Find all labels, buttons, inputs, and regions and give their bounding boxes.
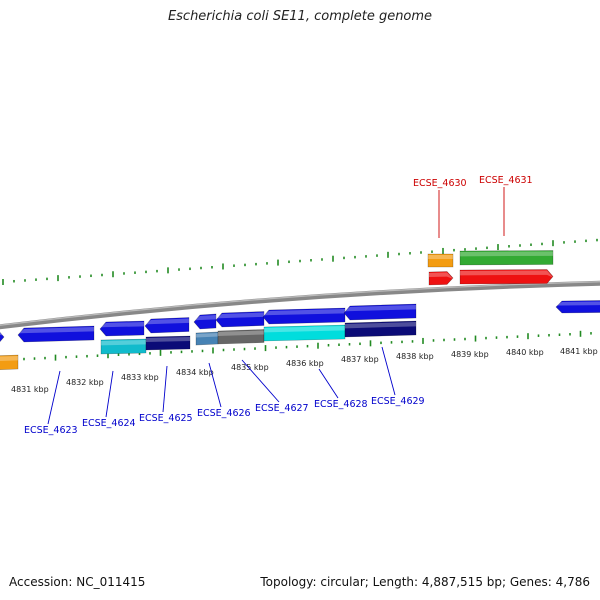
gene-arrow[interactable]	[0, 354, 19, 370]
gene-arrow[interactable]	[100, 338, 147, 355]
leader-line	[47, 370, 61, 425]
gene-highlight	[344, 305, 416, 312]
map-title: Escherichia coli SE11, complete genome	[167, 9, 433, 24]
gene-arrow[interactable]	[343, 303, 417, 321]
kbp-label: 4833 kbp	[121, 373, 159, 382]
gene-highlight	[18, 327, 94, 334]
gene-arrow[interactable]	[459, 269, 554, 285]
gene-highlight	[101, 340, 146, 346]
inner-tick-track	[2, 330, 592, 363]
kbp-label: 4835 kbp	[231, 363, 269, 372]
gene-arrow[interactable]	[262, 307, 346, 325]
gene-arrow[interactable]	[263, 324, 346, 342]
gene-arrow[interactable]	[555, 300, 600, 314]
kbp-label: 4839 kbp	[451, 350, 489, 359]
kbp-label: 4836 kbp	[286, 359, 324, 368]
kbp-label: 4831 kbp	[11, 385, 49, 394]
leader-line	[105, 370, 114, 418]
gene-arrow[interactable]	[459, 250, 554, 266]
gene-highlight	[0, 356, 18, 361]
gene-label[interactable]: ECSE_4624	[82, 418, 136, 429]
gene-label[interactable]: ECSE_4625	[139, 413, 193, 424]
genome-summary-text: Topology: circular; Length: 4,887,515 bp…	[260, 575, 590, 589]
leader-line	[318, 368, 339, 399]
gene-label[interactable]: ECSE_4626	[197, 408, 251, 419]
gene-label[interactable]: ECSE_4630	[413, 178, 467, 189]
gene-label[interactable]: ECSE_4631	[479, 175, 533, 186]
leader-line	[208, 362, 222, 408]
kbp-label: 4838 kbp	[396, 352, 434, 361]
label-leader-lines	[47, 187, 505, 425]
kbp-label: 4841 kbp	[560, 347, 598, 356]
gene-highlight	[0, 332, 4, 336]
gene-arrow[interactable]	[144, 317, 190, 334]
leader-line	[381, 346, 396, 396]
gene-arrow[interactable]	[215, 311, 265, 328]
kbp-label: 4840 kbp	[506, 348, 544, 357]
kbp-label: 4837 kbp	[341, 355, 379, 364]
gene-highlight	[345, 322, 416, 329]
gene-label[interactable]: ECSE_4629	[371, 396, 425, 407]
genome-backbone	[0, 280, 600, 330]
gene-highlight	[146, 337, 190, 342]
kbp-label: 4832 kbp	[66, 378, 104, 387]
kbp-label: 4834 kbp	[176, 368, 214, 377]
gene-highlight	[429, 272, 453, 279]
gene-label[interactable]: ECSE_4627	[255, 403, 309, 414]
kbp-scale-labels: 4831 kbp 4832 kbp 4833 kbp 4834 kbp 4835 kbp…	[11, 347, 598, 394]
gene-highlight	[216, 312, 264, 319]
gene-highlight	[100, 322, 144, 328]
gene-highlight	[460, 251, 553, 257]
outer-tick-track	[2, 238, 598, 285]
gene-arrow[interactable]	[0, 329, 5, 344]
gene-arrow[interactable]	[344, 320, 417, 338]
gene-arrow[interactable]	[427, 253, 454, 268]
gene-highlight	[556, 301, 600, 306]
gene-labels: ECSE_4623 ECSE_4624 ECSE_4625 ECSE_4626 ECSE…	[24, 175, 533, 436]
gene-highlight	[145, 318, 189, 325]
gene-arrow[interactable]	[99, 320, 145, 337]
leader-line	[241, 359, 280, 403]
gene-arrow[interactable]	[145, 335, 191, 351]
leader-line	[162, 365, 168, 413]
gene-highlight	[196, 333, 218, 338]
gene-label[interactable]: ECSE_4628	[314, 399, 368, 410]
gene-arrow[interactable]	[428, 271, 454, 286]
gene-features	[0, 250, 600, 370]
gene-arrow[interactable]	[193, 313, 217, 330]
accession-text: Accession: NC_011415	[9, 575, 146, 589]
gene-arrow[interactable]	[217, 329, 265, 345]
gene-highlight	[194, 315, 216, 321]
gene-label[interactable]: ECSE_4623	[24, 425, 78, 436]
gene-highlight	[263, 309, 345, 316]
gene-highlight	[264, 326, 345, 333]
gene-highlight	[428, 255, 453, 259]
gene-arrow[interactable]	[17, 325, 95, 343]
gene-highlight	[218, 330, 264, 336]
gene-highlight	[460, 270, 553, 278]
